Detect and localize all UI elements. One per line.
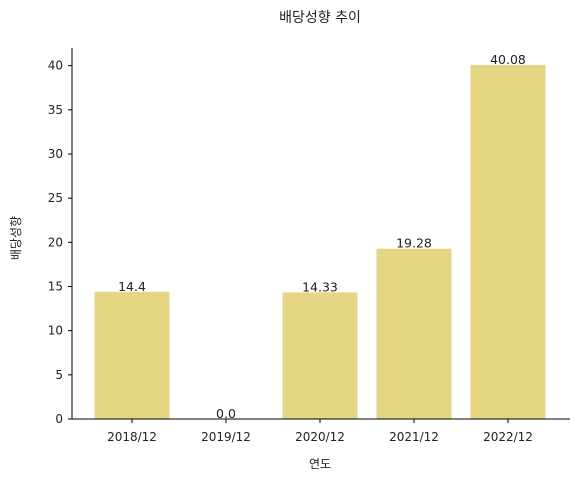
plot-area: 0 5 10 15 20 25 30 35 40 2018/12 2019/12 2020/12 202… — [48, 48, 570, 444]
x-tick-label: 2022/12 — [483, 430, 533, 444]
bar — [470, 64, 546, 420]
y-tick-label: 0 — [55, 412, 63, 426]
data-label: 14.33 — [302, 279, 338, 294]
x-tick-label: 2019/12 — [201, 430, 251, 444]
y-tick-label: 25 — [48, 191, 63, 205]
bar — [94, 291, 170, 419]
x-tick-label: 2020/12 — [295, 430, 345, 444]
bar — [282, 292, 358, 419]
x-tick-label: 2021/12 — [389, 430, 439, 444]
chart-title: 배당성향 추이 — [279, 10, 361, 26]
y-tick-label: 10 — [48, 324, 63, 338]
data-label: 14.4 — [118, 279, 146, 294]
y-axis-label: 배당성향 — [9, 216, 23, 260]
y-tick-label: 35 — [48, 103, 63, 117]
data-label: 19.28 — [396, 236, 432, 251]
y-tick-label: 5 — [55, 368, 63, 382]
y-tick-label: 20 — [48, 235, 63, 249]
y-tick-label: 40 — [48, 59, 63, 73]
bar — [376, 248, 452, 419]
data-label: 0.0 — [216, 406, 236, 421]
x-axis-label: 연도 — [309, 457, 331, 471]
y-tick-label: 30 — [48, 147, 63, 161]
data-label: 40.08 — [490, 52, 526, 67]
x-tick-label: 2018/12 — [107, 430, 157, 444]
y-tick-label: 15 — [48, 280, 63, 294]
